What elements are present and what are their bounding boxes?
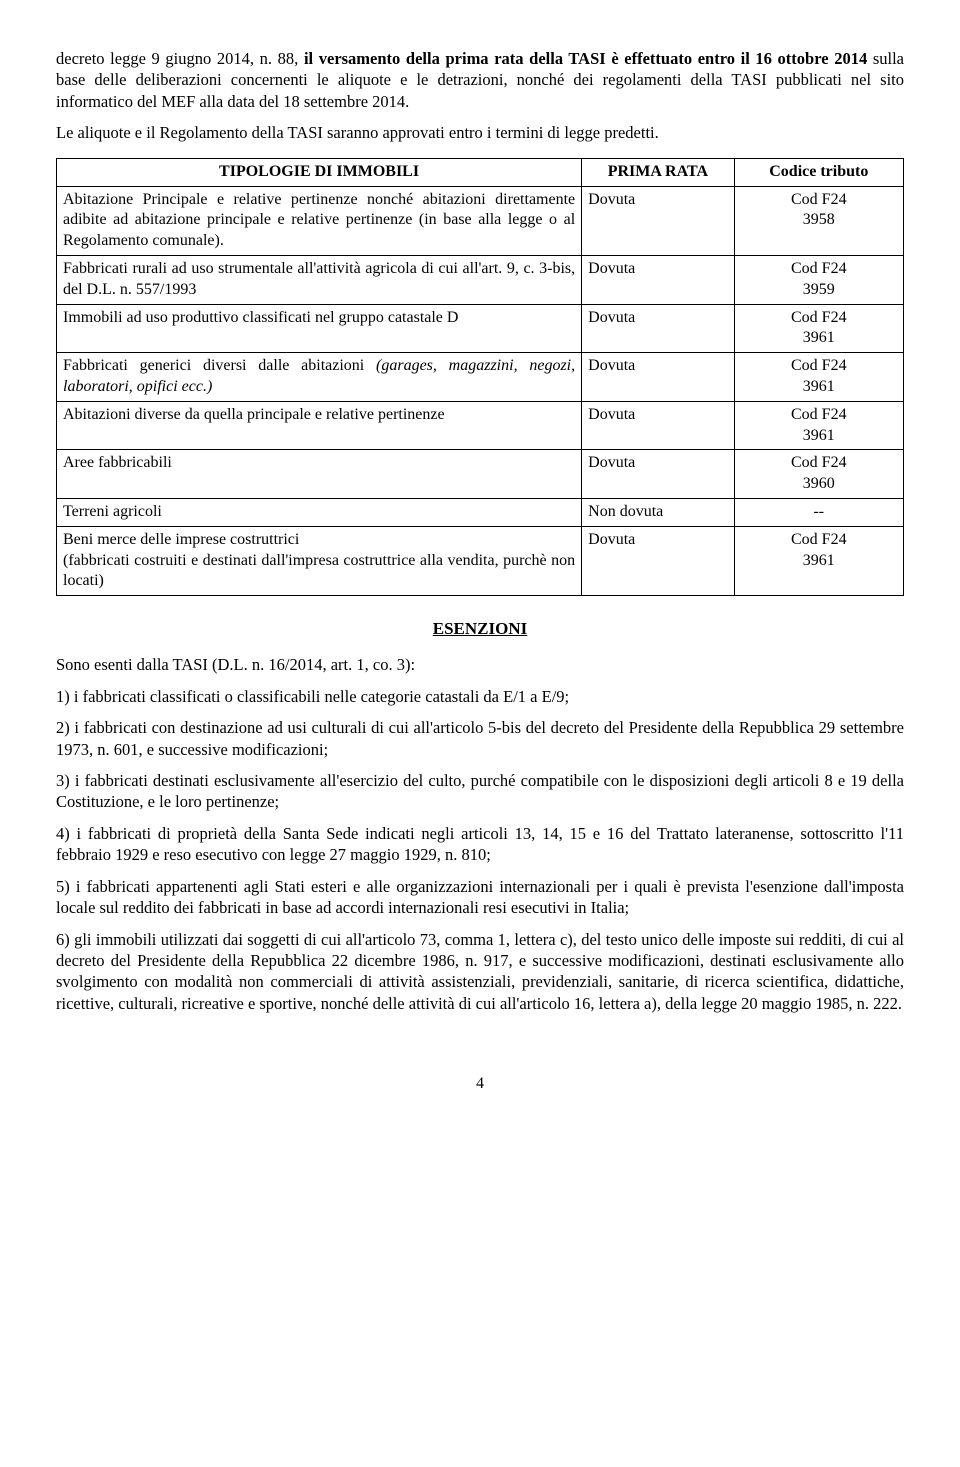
intro-paragraph-1: decreto legge 9 giugno 2014, n. 88, il v… (56, 48, 904, 112)
cell-cod1: Cod F24 (791, 309, 847, 326)
cell-cod1: Cod F24 (791, 531, 847, 548)
cell-cod1: -- (813, 503, 824, 520)
cell-tipo-b: (fabbricati costruiti e destinati dall'i… (63, 552, 575, 590)
cell-cod1: Cod F24 (791, 406, 847, 423)
immobili-table: TIPOLOGIE DI IMMOBILI PRIMA RATA Codice … (56, 158, 904, 596)
cell-prima: Dovuta (582, 186, 734, 255)
cell-cod2: 3961 (803, 329, 835, 346)
cell-prima: Dovuta (582, 304, 734, 353)
esenzioni-lead: Sono esenti dalla TASI (D.L. n. 16/2014,… (56, 654, 904, 675)
esenzioni-item-3: 3) i fabbricati destinati esclusivamente… (56, 770, 904, 813)
cell-prima: Dovuta (582, 401, 734, 450)
cell-codice: Cod F24 3961 (734, 353, 903, 402)
cell-cod2: 3959 (803, 281, 835, 298)
esenzioni-item-6: 6) gli immobili utilizzati dai soggetti … (56, 929, 904, 1015)
table-header-row: TIPOLOGIE DI IMMOBILI PRIMA RATA Codice … (57, 158, 904, 186)
cell-tipo: Immobili ad uso produttivo classificati … (57, 304, 582, 353)
table-row: Aree fabbricabili Dovuta Cod F24 3960 (57, 450, 904, 499)
cell-cod2: 3961 (803, 552, 835, 569)
cell-prima: Non dovuta (582, 498, 734, 526)
cell-codice: Cod F24 3961 (734, 304, 903, 353)
cell-tipo: Abitazioni diverse da quella principale … (57, 401, 582, 450)
cell-tipo-a: Fabbricati generici diversi dalle abitaz… (63, 357, 376, 374)
intro-p1-bold: il versamento della prima rata della TAS… (304, 49, 867, 68)
intro-p1-a: decreto legge 9 giugno 2014, n. 88, (56, 49, 304, 68)
cell-cod2: 3960 (803, 475, 835, 492)
cell-cod1: Cod F24 (791, 357, 847, 374)
esenzioni-title: ESENZIONI (56, 618, 904, 640)
cell-cod2: 3961 (803, 378, 835, 395)
header-tipologie: TIPOLOGIE DI IMMOBILI (57, 158, 582, 186)
cell-cod1: Cod F24 (791, 260, 847, 277)
intro-paragraph-2: Le aliquote e il Regolamento della TASI … (56, 122, 904, 143)
cell-cod1: Cod F24 (791, 191, 847, 208)
cell-tipo-a: Beni merce delle imprese costruttrici (63, 531, 299, 548)
cell-prima: Dovuta (582, 526, 734, 595)
table-row: Abitazioni diverse da quella principale … (57, 401, 904, 450)
table-row: Fabbricati rurali ad uso strumentale all… (57, 255, 904, 304)
cell-codice: Cod F24 3961 (734, 401, 903, 450)
cell-tipo: Aree fabbricabili (57, 450, 582, 499)
cell-cod2: 3961 (803, 427, 835, 444)
cell-tipo: Abitazione Principale e relative pertine… (57, 186, 582, 255)
cell-prima: Dovuta (582, 353, 734, 402)
cell-tipo: Beni merce delle imprese costruttrici (f… (57, 526, 582, 595)
cell-codice: Cod F24 3958 (734, 186, 903, 255)
cell-tipo: Terreni agricoli (57, 498, 582, 526)
cell-prima: Dovuta (582, 450, 734, 499)
table-row: Abitazione Principale e relative pertine… (57, 186, 904, 255)
table-row: Immobili ad uso produttivo classificati … (57, 304, 904, 353)
table-row: Fabbricati generici diversi dalle abitaz… (57, 353, 904, 402)
cell-tipo: Fabbricati generici diversi dalle abitaz… (57, 353, 582, 402)
cell-codice: -- (734, 498, 903, 526)
cell-codice: Cod F24 3960 (734, 450, 903, 499)
cell-cod1: Cod F24 (791, 454, 847, 471)
cell-prima: Dovuta (582, 255, 734, 304)
table-row: Beni merce delle imprese costruttrici (f… (57, 526, 904, 595)
esenzioni-item-4: 4) i fabbricati di proprietà della Santa… (56, 823, 904, 866)
cell-codice: Cod F24 3961 (734, 526, 903, 595)
header-codice-tributo: Codice tributo (734, 158, 903, 186)
esenzioni-item-2: 2) i fabbricati con destinazione ad usi … (56, 717, 904, 760)
cell-tipo: Fabbricati rurali ad uso strumentale all… (57, 255, 582, 304)
cell-codice: Cod F24 3959 (734, 255, 903, 304)
esenzioni-item-1: 1) i fabbricati classificati o classific… (56, 686, 904, 707)
page-number: 4 (56, 1074, 904, 1095)
cell-cod2: 3958 (803, 211, 835, 228)
header-prima-rata: PRIMA RATA (582, 158, 734, 186)
table-row: Terreni agricoli Non dovuta -- (57, 498, 904, 526)
esenzioni-item-5: 5) i fabbricati appartenenti agli Stati … (56, 876, 904, 919)
